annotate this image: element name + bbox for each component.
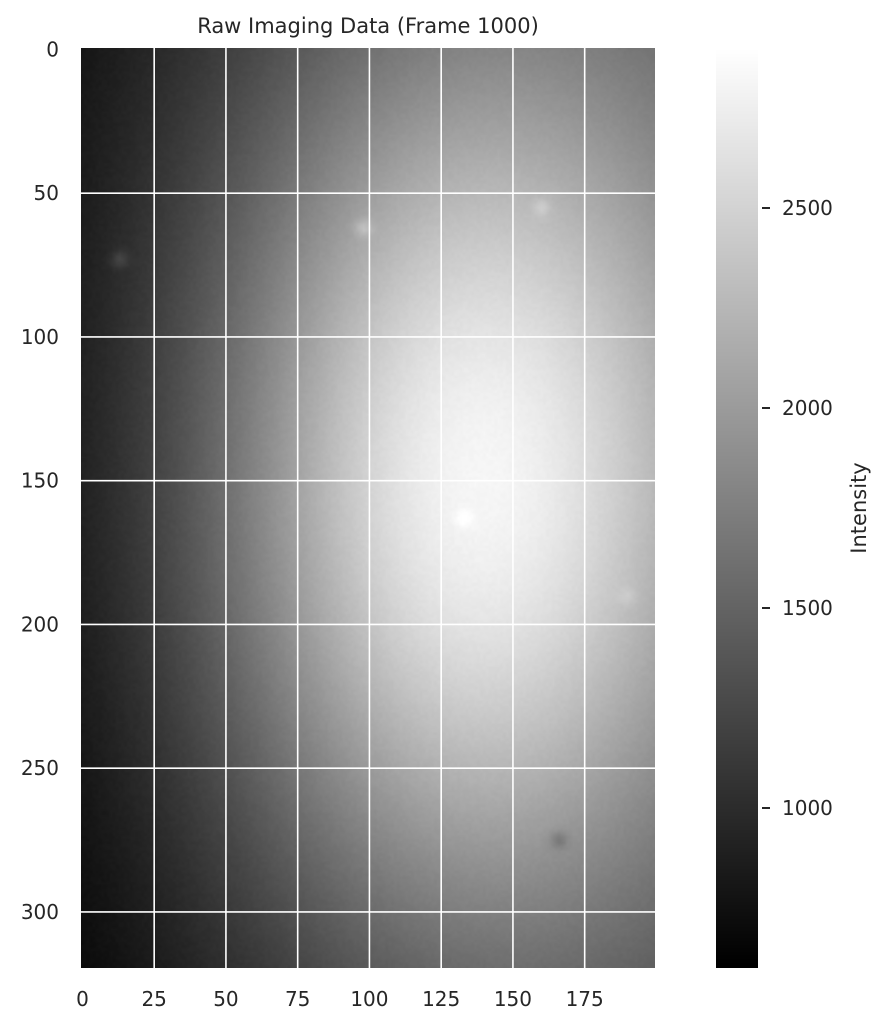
y-tick-label: 150 <box>21 469 59 493</box>
colorbar-ticks: 1000 1500 2000 2500 <box>762 196 833 820</box>
colorbar-tick-label: 1000 <box>782 796 833 820</box>
y-tick-label: 200 <box>21 612 59 636</box>
x-tick-label: 125 <box>422 987 460 1011</box>
colorbar-gradient <box>716 48 758 968</box>
colorbar-tick-label: 2500 <box>782 196 833 220</box>
heatmap-image-frame <box>81 48 655 968</box>
x-tick-label: 0 <box>76 987 89 1011</box>
colorbar-tick-label: 1500 <box>782 596 833 620</box>
y-tick-label: 50 <box>34 181 59 205</box>
y-tick-label: 100 <box>21 325 59 349</box>
colorbar-tick-label: 2000 <box>782 396 833 420</box>
heatmap-image <box>81 48 655 968</box>
x-tick-label: 100 <box>350 987 388 1011</box>
colorbar-frame <box>716 48 758 968</box>
x-tick-label: 175 <box>566 987 604 1011</box>
y-axis-ticks: 0 50 100 150 200 250 300 <box>21 37 59 924</box>
x-tick-label: 75 <box>285 987 310 1011</box>
x-tick-label: 25 <box>141 987 166 1011</box>
y-tick-label: 300 <box>21 900 59 924</box>
y-tick-label: 0 <box>46 37 59 61</box>
x-tick-label: 150 <box>494 987 532 1011</box>
x-tick-label: 50 <box>213 987 238 1011</box>
chart-title: Raw Imaging Data (Frame 1000) <box>197 14 539 38</box>
y-tick-label: 250 <box>21 756 59 780</box>
colorbar-label: Intensity <box>847 462 871 553</box>
x-axis-ticks: 0 25 50 75 100 125 150 175 <box>76 987 604 1011</box>
